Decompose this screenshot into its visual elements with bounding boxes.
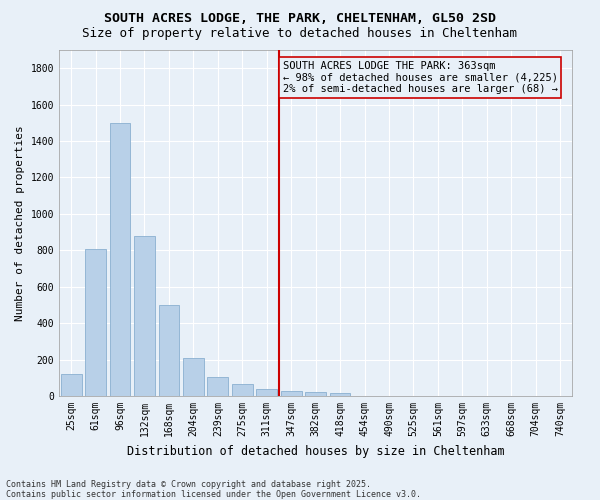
Bar bbox=[305, 392, 326, 396]
Bar bbox=[61, 374, 82, 396]
Bar bbox=[158, 305, 179, 396]
Bar bbox=[256, 389, 277, 396]
Text: SOUTH ACRES LODGE THE PARK: 363sqm
← 98% of detached houses are smaller (4,225)
: SOUTH ACRES LODGE THE PARK: 363sqm ← 98%… bbox=[283, 61, 557, 94]
Bar bbox=[183, 358, 204, 396]
Y-axis label: Number of detached properties: Number of detached properties bbox=[15, 125, 25, 321]
Bar bbox=[330, 394, 350, 396]
Bar bbox=[232, 384, 253, 396]
Bar bbox=[281, 390, 302, 396]
X-axis label: Distribution of detached houses by size in Cheltenham: Distribution of detached houses by size … bbox=[127, 444, 505, 458]
Bar bbox=[134, 236, 155, 396]
Text: SOUTH ACRES LODGE, THE PARK, CHELTENHAM, GL50 2SD: SOUTH ACRES LODGE, THE PARK, CHELTENHAM,… bbox=[104, 12, 496, 26]
Bar bbox=[110, 123, 130, 396]
Bar bbox=[208, 377, 228, 396]
Text: Contains HM Land Registry data © Crown copyright and database right 2025.
Contai: Contains HM Land Registry data © Crown c… bbox=[6, 480, 421, 499]
Bar bbox=[85, 248, 106, 396]
Text: Size of property relative to detached houses in Cheltenham: Size of property relative to detached ho… bbox=[83, 28, 517, 40]
